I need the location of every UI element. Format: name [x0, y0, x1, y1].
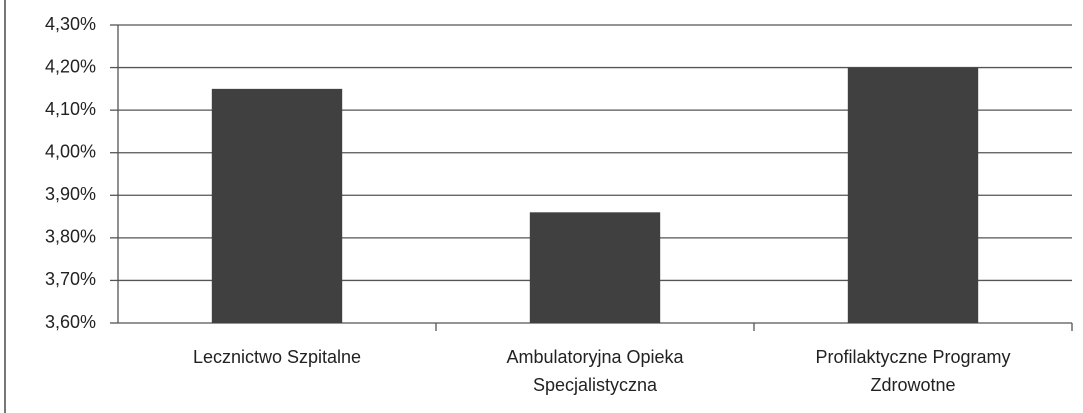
x-tick-label: Ambulatoryjna Opieka Specjalistyczna [506, 347, 684, 395]
y-tick-label: 4,30% [45, 14, 96, 34]
y-tick-label: 4,00% [45, 141, 96, 161]
y-tick-label: 3,60% [45, 312, 96, 332]
y-tick-label: 3,90% [45, 184, 96, 204]
y-tick-label: 3,70% [45, 269, 96, 289]
bar [211, 88, 343, 323]
y-tick-label: 3,80% [45, 227, 96, 247]
x-tick-label: Profilaktyczne Programy Zdrowotne [815, 347, 1011, 395]
x-tick-label: Lecznictwo Szpitalne [192, 347, 362, 367]
bar [847, 67, 979, 323]
y-tick-label: 4,10% [45, 99, 96, 119]
bar [529, 212, 661, 323]
y-tick-label: 4,20% [45, 56, 96, 76]
